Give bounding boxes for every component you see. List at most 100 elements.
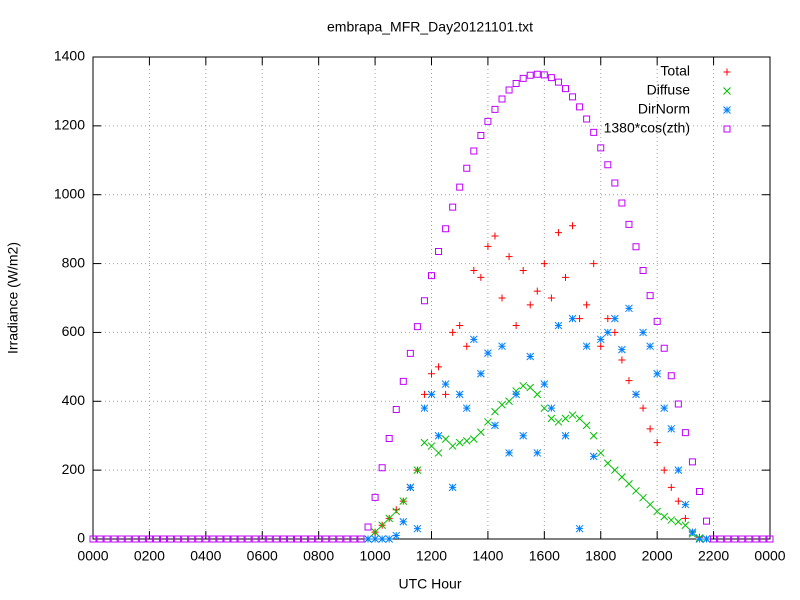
data-point	[470, 266, 478, 274]
data-point	[611, 179, 619, 187]
data-point	[103, 535, 111, 543]
data-point	[519, 74, 527, 82]
data-point	[695, 487, 703, 495]
data-point	[667, 483, 675, 491]
data-point	[625, 304, 633, 313]
data-point	[505, 86, 513, 94]
data-point	[435, 363, 443, 371]
data-point	[265, 535, 273, 543]
data-point	[202, 535, 210, 543]
data-point	[251, 535, 259, 543]
data-point	[646, 342, 654, 351]
x-tick-label: 2200	[698, 548, 729, 564]
data-point	[364, 523, 372, 531]
data-point	[420, 297, 428, 305]
data-point	[322, 535, 330, 543]
data-point	[540, 404, 549, 413]
data-point	[441, 380, 450, 388]
data-point	[477, 273, 485, 281]
data-point	[258, 535, 266, 543]
data-point	[462, 404, 471, 413]
data-point	[188, 535, 196, 543]
data-point	[455, 438, 464, 447]
data-point	[124, 535, 132, 543]
data-point	[576, 315, 584, 323]
x-axis-label: UTC Hour	[398, 576, 461, 592]
data-point	[646, 425, 654, 433]
data-point	[667, 424, 676, 433]
data-point	[498, 294, 506, 302]
data-point	[596, 449, 605, 457]
data-point	[294, 535, 302, 543]
data-point	[569, 93, 577, 101]
data-point	[519, 381, 528, 390]
data-point	[646, 292, 654, 300]
data-point	[428, 370, 435, 378]
data-point	[653, 507, 662, 516]
data-point	[526, 352, 535, 361]
data-point	[597, 342, 605, 350]
data-point	[223, 535, 231, 543]
data-point	[138, 535, 146, 543]
data-point	[378, 464, 386, 472]
x-tick-label: 0000	[77, 548, 108, 564]
data-point	[435, 248, 443, 256]
data-point	[604, 315, 612, 323]
series	[364, 381, 711, 543]
data-point	[526, 71, 534, 79]
data-point	[702, 535, 711, 543]
data-point	[174, 535, 182, 543]
data-point	[413, 466, 422, 474]
data-point	[660, 404, 669, 413]
data-point	[703, 517, 711, 525]
data-point	[371, 535, 379, 543]
data-point	[413, 524, 422, 533]
legend-label: 1380*cos(zth)	[604, 120, 690, 136]
data-point	[625, 480, 633, 488]
data-point	[632, 243, 640, 251]
data-point	[646, 500, 654, 509]
data-point	[216, 535, 224, 543]
data-point	[392, 531, 401, 540]
data-point	[413, 323, 421, 331]
data-point	[477, 131, 485, 139]
x-tick-label: 0400	[190, 548, 221, 564]
data-point	[181, 535, 189, 543]
y-tick-label: 200	[62, 461, 86, 477]
data-point	[596, 335, 605, 344]
data-point	[308, 535, 316, 543]
data-point	[209, 535, 217, 543]
data-point	[618, 199, 626, 207]
data-point	[364, 535, 372, 543]
data-point	[681, 500, 690, 509]
data-point	[505, 253, 513, 261]
data-point	[603, 328, 612, 337]
series	[89, 70, 774, 543]
data-point	[724, 535, 732, 543]
data-point	[477, 369, 485, 378]
data-point	[385, 434, 393, 442]
x-tick-label: 1800	[585, 548, 616, 564]
data-point	[491, 105, 499, 113]
data-point	[547, 404, 556, 413]
data-point	[117, 535, 125, 543]
data-point	[731, 535, 739, 543]
data-point	[498, 400, 506, 409]
data-point	[378, 521, 386, 530]
data-point	[392, 406, 400, 414]
data-point	[455, 390, 464, 399]
data-point	[399, 377, 407, 385]
data-point	[561, 431, 570, 440]
data-point	[442, 225, 450, 233]
data-point	[533, 287, 541, 295]
legend-marker	[723, 125, 731, 133]
data-point	[462, 437, 471, 445]
data-point	[575, 524, 584, 533]
legend-label: Diffuse	[647, 82, 691, 98]
data-point	[597, 144, 605, 152]
data-point	[442, 390, 450, 398]
data-point	[392, 507, 401, 516]
data-point	[152, 535, 160, 543]
x-tick-label: 1200	[416, 548, 447, 564]
data-point	[357, 535, 365, 543]
